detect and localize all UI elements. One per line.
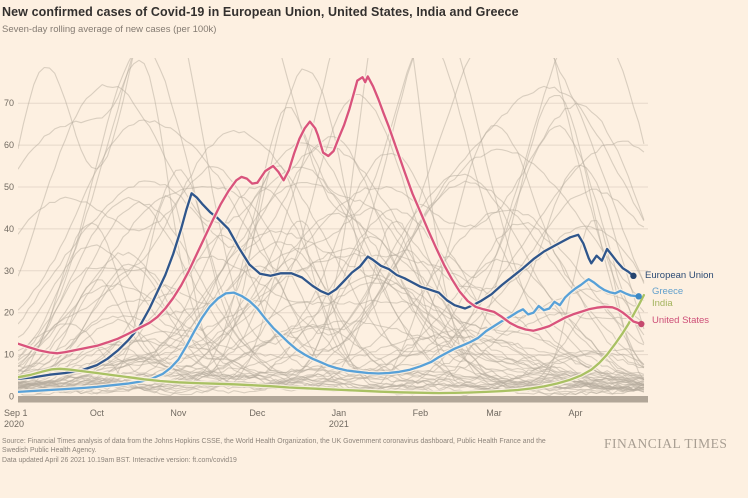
x-tick-label: Jan [332,408,347,418]
y-tick-label: 60 [4,140,14,150]
source-line-2: Swedish Public Health Agency. [2,447,97,455]
y-tick-label: 50 [4,182,14,192]
x-tick-label: Sep 1 [4,408,28,418]
y-tick-label: 30 [4,266,14,276]
y-tick-label: 40 [4,224,14,234]
financial-times-logo: FINANCIAL TIMES [604,436,728,451]
series-end-dot-greece [635,293,642,300]
source-note: Source: Financial Times analysis of data… [2,437,602,465]
baseline-band [18,396,648,403]
y-tick-label: 10 [4,350,14,360]
y-tick-label: 0 [9,392,14,402]
chart-subtitle: Seven-day rolling average of new cases (… [2,24,217,35]
background-lines [18,58,645,397]
series-line-greece [18,278,640,394]
source-line-1: Source: Financial Times analysis of data… [2,438,546,445]
highlight-series [18,74,647,396]
context-country-line [18,58,645,393]
context-country-line [18,59,645,390]
x-tick-label: Mar [486,408,502,418]
y-tick-label: 70 [4,98,14,108]
series-end-dot-european-union [630,272,637,280]
series-label-united-states: United States [652,315,710,326]
series-label-greece: Greece [652,286,684,297]
context-country-line [18,173,645,391]
context-country-line [18,186,644,383]
context-country-line [18,85,645,359]
context-country-line [18,136,645,390]
context-country-line [18,93,645,383]
context-country-line [18,58,645,388]
x-tick-label: Oct [90,408,105,418]
context-country-line [18,58,644,377]
x-tick-sublabel: 2021 [329,419,349,429]
series-end-dot-united-states [638,320,645,328]
series-line-india [18,293,646,395]
context-country-line [18,165,644,388]
context-country-line [18,58,645,392]
context-country-line [18,129,645,374]
context-country-line [18,181,645,393]
y-tick-label: 20 [4,308,14,318]
series-label-european-union: European Union [645,270,714,281]
x-tick-label: Feb [413,408,429,418]
series-label-india: India [652,298,673,309]
series-line-european-union [18,192,635,381]
x-tick-sublabel: 2020 [4,419,24,429]
context-country-line [18,106,645,387]
chart-title: New confirmed cases of Covid-19 in Europ… [2,5,519,19]
context-country-line [18,234,645,387]
context-country-line [18,212,645,395]
x-tick-label: Apr [569,408,583,418]
context-country-line [18,328,644,395]
x-tick-label: Dec [249,408,266,418]
context-country-line [18,229,645,390]
updated-line: Data updated April 26 2021 10.19am BST. … [2,456,237,464]
context-country-line [18,148,645,379]
series-line-united-states [18,75,643,355]
x-tick-label: Nov [170,408,187,418]
